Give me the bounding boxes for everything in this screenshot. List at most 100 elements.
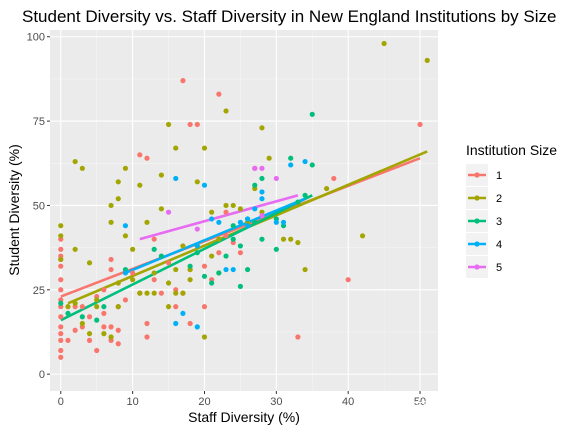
data-point-size-2 — [130, 246, 136, 252]
data-point-size-2 — [137, 182, 143, 188]
data-point-size-1 — [151, 236, 157, 242]
data-point-size-2 — [194, 179, 200, 185]
data-point-size-3 — [252, 219, 258, 225]
data-point-size-3 — [151, 246, 157, 252]
data-point-size-1 — [72, 327, 78, 333]
data-point-size-1 — [58, 314, 64, 320]
data-point-size-4 — [216, 219, 222, 225]
x-tick-label: 10 — [127, 396, 139, 408]
data-point-size-1 — [223, 209, 229, 215]
data-point-size-5 — [259, 212, 265, 219]
data-point-size-2 — [86, 331, 93, 337]
data-point-size-2 — [173, 145, 179, 151]
data-point-size-4 — [122, 223, 129, 229]
data-point-size-1 — [187, 121, 193, 128]
data-point-size-3 — [201, 273, 208, 279]
data-point-size-1 — [65, 337, 71, 343]
data-point-size-1 — [122, 297, 129, 303]
data-point-size-1 — [151, 277, 157, 283]
data-point-size-1 — [115, 341, 121, 347]
x-tick-label: 40 — [342, 396, 354, 408]
data-point-size-1 — [94, 347, 100, 354]
x-axis-title: Staff Diversity (%) — [188, 409, 300, 425]
data-point-size-3 — [302, 192, 308, 198]
data-point-size-2 — [216, 236, 222, 242]
data-point-size-4 — [201, 182, 208, 188]
data-point-size-2 — [151, 290, 157, 296]
data-point-size-2 — [72, 246, 78, 252]
data-point-size-1 — [331, 175, 337, 182]
data-point-size-4 — [288, 162, 294, 168]
legend-label: 1 — [496, 170, 502, 182]
data-point-size-3 — [158, 253, 164, 259]
data-point-size-2 — [381, 40, 387, 47]
data-point-size-4 — [209, 216, 215, 222]
data-point-size-2 — [230, 202, 236, 209]
data-point-size-4 — [223, 266, 229, 273]
data-point-size-3 — [187, 263, 193, 269]
data-point-size-1 — [237, 250, 244, 256]
data-point-size-1 — [108, 324, 114, 330]
data-point-size-2 — [122, 165, 129, 171]
data-point-size-1 — [58, 337, 64, 343]
data-point-size-3 — [288, 155, 294, 161]
legend-item-size-2: 2 — [466, 187, 502, 209]
data-point-size-2 — [424, 57, 430, 63]
data-point-size-2 — [144, 219, 150, 225]
data-point-size-3 — [252, 182, 258, 188]
data-point-size-1 — [295, 334, 301, 340]
data-point-size-1 — [101, 310, 107, 317]
data-point-size-2 — [266, 155, 272, 161]
data-point-size-2 — [115, 304, 121, 310]
data-point-size-2 — [173, 290, 179, 296]
data-point-size-2 — [201, 334, 208, 340]
data-points — [58, 40, 430, 360]
data-point-size-4 — [237, 219, 244, 225]
data-point-size-2 — [115, 196, 121, 202]
data-point-size-5 — [252, 165, 258, 171]
data-point-size-1 — [58, 246, 64, 252]
legend-key-point — [474, 172, 480, 178]
data-point-size-2 — [115, 179, 121, 185]
data-point-size-1 — [187, 320, 193, 327]
data-point-size-2 — [86, 260, 93, 266]
data-point-size-2 — [58, 223, 64, 229]
data-point-size-2 — [180, 290, 186, 296]
data-point-size-1 — [165, 260, 172, 266]
data-point-size-2 — [302, 266, 308, 273]
data-point-size-2 — [72, 158, 78, 165]
y-tick-label: 0 — [39, 369, 45, 381]
data-point-size-3 — [65, 310, 71, 317]
data-point-size-2 — [209, 253, 215, 259]
major-gridlines — [50, 30, 438, 391]
data-point-size-2 — [165, 304, 172, 310]
data-point-size-1 — [144, 320, 150, 327]
data-point-size-1 — [58, 331, 64, 337]
data-point-size-4 — [273, 219, 279, 225]
data-point-size-1 — [216, 91, 222, 97]
data-point-size-1 — [158, 290, 164, 296]
legend-label: 4 — [496, 239, 502, 251]
watermark: 知乎 @黄小伟Yeah — [416, 399, 536, 415]
data-point-size-2 — [151, 270, 157, 276]
data-point-size-4 — [252, 206, 258, 212]
data-point-size-2 — [108, 219, 114, 225]
data-point-size-2 — [108, 202, 114, 209]
data-point-size-3 — [244, 266, 251, 273]
data-point-size-2 — [359, 233, 366, 239]
data-point-size-1 — [180, 78, 186, 84]
data-point-size-3 — [216, 270, 222, 276]
data-point-size-1 — [137, 152, 143, 158]
y-axis-title: Student Diversity (%) — [6, 144, 22, 275]
data-point-size-2 — [173, 266, 179, 273]
x-tick-label: 30 — [270, 396, 282, 408]
data-point-size-2 — [144, 290, 150, 296]
data-point-size-4 — [173, 320, 179, 327]
data-point-size-4 — [122, 270, 129, 276]
trend-line-size-4 — [124, 197, 306, 275]
data-point-size-2 — [130, 277, 136, 283]
data-point-size-1 — [86, 337, 93, 343]
data-point-size-2 — [79, 165, 85, 171]
data-point-size-3 — [237, 283, 244, 290]
data-point-size-1 — [58, 354, 64, 360]
